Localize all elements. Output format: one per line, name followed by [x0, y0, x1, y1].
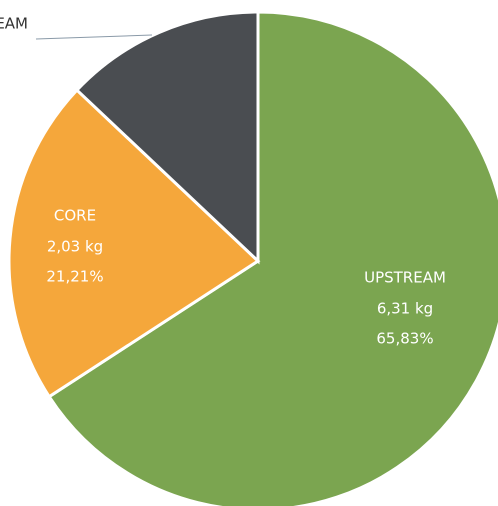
leader-line: [35, 34, 153, 40]
slice-weight: 6,31 kg: [377, 300, 433, 318]
slice-percent: 21,21%: [46, 268, 103, 286]
pie-slice: [74, 10, 260, 265]
pie-slice: [47, 10, 498, 506]
slice-name: DOWNSTREAM: [0, 15, 28, 33]
slice-weight: 2,03 kg: [47, 238, 103, 256]
pie-slice: [7, 87, 261, 399]
slice-percent: 65,83%: [376, 330, 433, 348]
slice-name: CORE: [54, 207, 96, 225]
slice-name: UPSTREAM: [364, 269, 446, 287]
